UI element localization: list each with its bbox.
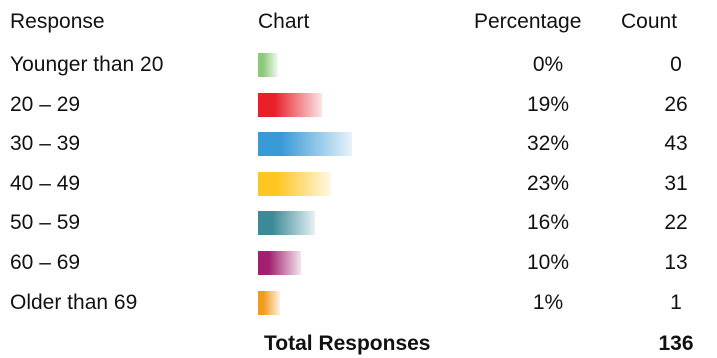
chart-bar bbox=[258, 92, 322, 117]
count-value: 0 bbox=[670, 53, 682, 76]
response-label: Older than 69 bbox=[10, 290, 138, 314]
chart-bar bbox=[258, 251, 301, 275]
response-label: 50 – 59 bbox=[10, 211, 81, 235]
chart-bar bbox=[258, 290, 281, 315]
count-value: 31 bbox=[664, 171, 688, 195]
total-responses-label: Total Responses bbox=[264, 332, 431, 355]
response-label: Younger than 20 bbox=[10, 53, 164, 76]
response-label: 60 – 69 bbox=[10, 251, 81, 274]
header-percentage: Percentage bbox=[474, 10, 582, 33]
response-label: 40 – 49 bbox=[10, 171, 81, 195]
percentage-value: 16% bbox=[526, 211, 570, 235]
chart-bar bbox=[258, 211, 315, 236]
percentage-value: 23% bbox=[526, 171, 570, 195]
response-label: 30 – 39 bbox=[10, 132, 81, 156]
percentage-value: 0% bbox=[532, 53, 564, 76]
percentage-value: 1% bbox=[532, 290, 564, 314]
header-chart: Chart bbox=[258, 10, 310, 33]
percentage-value: 32% bbox=[526, 132, 570, 156]
chart-bar bbox=[258, 132, 352, 157]
count-value: 26 bbox=[664, 92, 688, 116]
header-response: Response bbox=[10, 10, 105, 33]
total-responses-value: 136 bbox=[658, 332, 694, 355]
percentage-value: 19% bbox=[526, 92, 570, 116]
count-value: 13 bbox=[664, 251, 688, 274]
count-value: 43 bbox=[664, 132, 688, 156]
count-value: 22 bbox=[664, 211, 688, 235]
header-count: Count bbox=[621, 10, 678, 33]
count-value: 1 bbox=[670, 290, 682, 314]
response-label: 20 – 29 bbox=[10, 92, 81, 116]
percentage-value: 10% bbox=[526, 251, 570, 274]
chart-bar bbox=[258, 171, 331, 196]
chart-bar bbox=[258, 53, 278, 77]
